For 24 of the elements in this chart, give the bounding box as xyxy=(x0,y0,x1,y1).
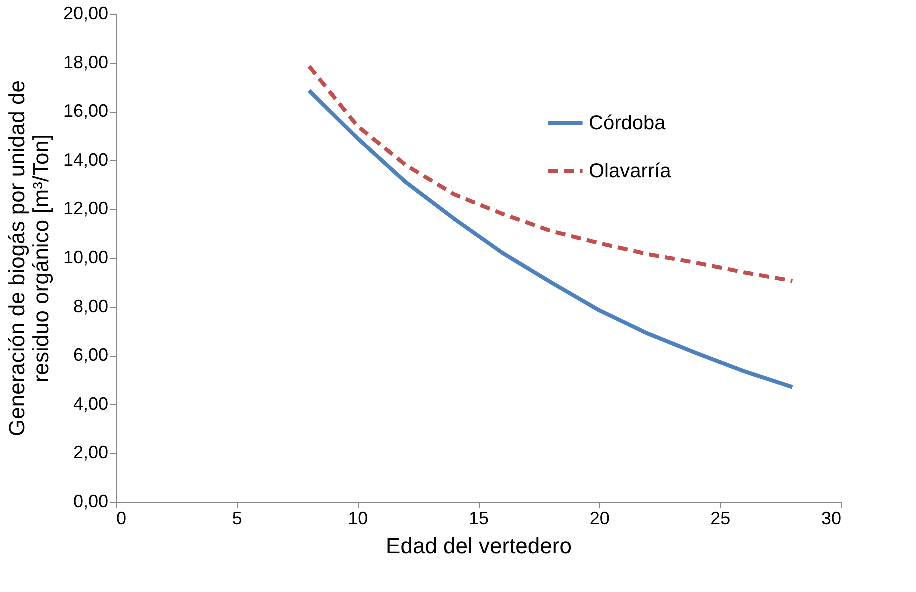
y-tick-label: 20,00 xyxy=(63,4,108,24)
y-tick-label: 4,00 xyxy=(73,394,108,414)
y-tick-label: 2,00 xyxy=(73,442,108,463)
y-tick-label: 0,00 xyxy=(73,492,108,512)
line-series xyxy=(307,64,795,284)
y-tick-label: 6,00 xyxy=(73,345,108,366)
x-tick-label: 5 xyxy=(232,508,242,528)
x-tick-label: 15 xyxy=(468,508,490,528)
y-tick-label: 12,00 xyxy=(63,198,108,219)
y-axis-title: Generación de biogás por unidad de residuo orgánico [m³/Ton] xyxy=(4,80,54,436)
x-axis-title: Edad del vertedero xyxy=(386,534,572,558)
x-tick-label: 10 xyxy=(348,508,368,528)
line-series xyxy=(307,88,795,390)
y-tick-label: 8,00 xyxy=(73,296,108,316)
y-tick-label: 16,00 xyxy=(63,101,108,122)
y-tick-label: 10,00 xyxy=(63,248,108,268)
y-tick-label: 14,00 xyxy=(63,150,108,170)
legend-label: Córdoba xyxy=(589,112,667,134)
x-tick-label: 0 xyxy=(116,508,127,528)
legend-label: Olavarría xyxy=(589,160,672,182)
x-tick-label: 30 xyxy=(821,508,842,528)
x-tick-label: 20 xyxy=(590,508,610,528)
x-tick-label: 25 xyxy=(710,508,731,528)
y-tick-label: 18,00 xyxy=(63,52,108,72)
